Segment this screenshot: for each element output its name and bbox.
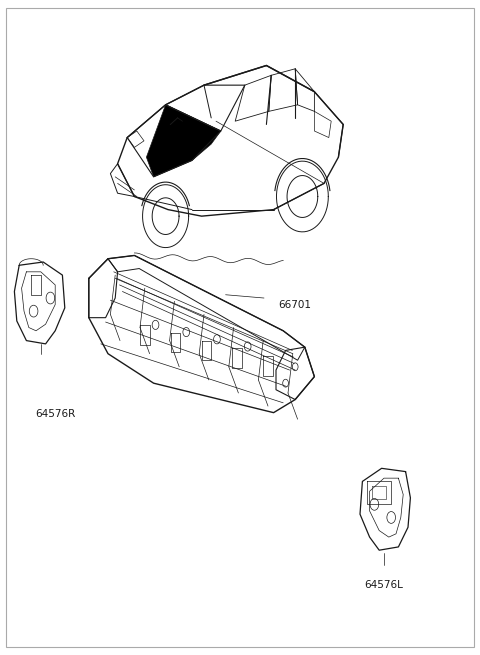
Text: 64576R: 64576R xyxy=(35,409,75,419)
Text: 66701: 66701 xyxy=(278,299,312,310)
Text: 64576L: 64576L xyxy=(365,580,403,590)
Polygon shape xyxy=(146,105,221,177)
